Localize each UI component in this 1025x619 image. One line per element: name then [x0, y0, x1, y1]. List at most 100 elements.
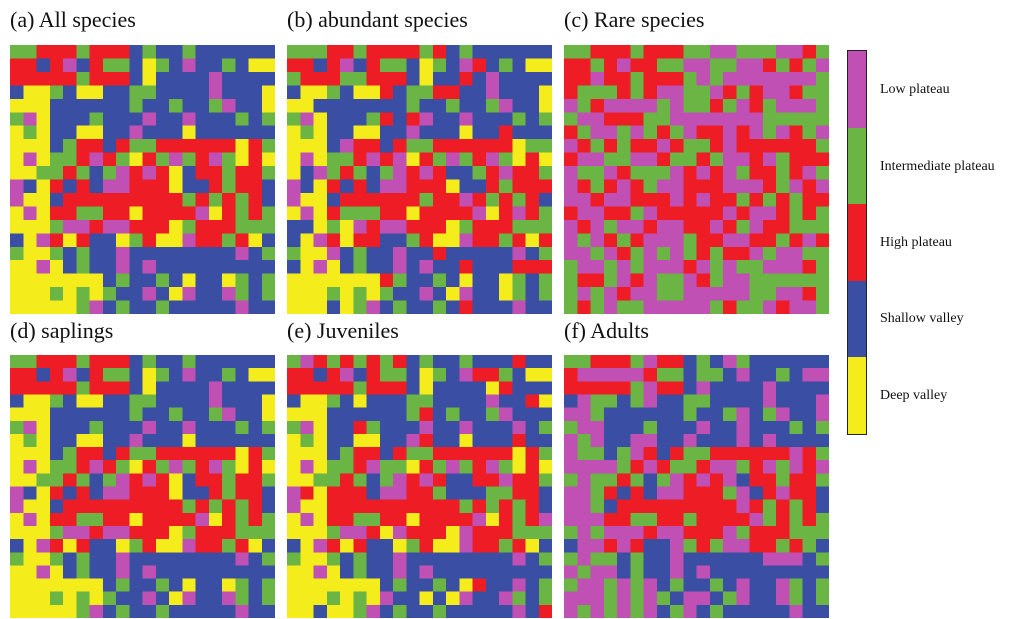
heatmap-cell — [222, 85, 236, 100]
heatmap-cell — [23, 112, 37, 127]
heatmap-cell — [499, 407, 513, 422]
heatmap-cell — [762, 58, 777, 73]
heatmap-cell — [36, 525, 51, 540]
heatmap-cell — [485, 460, 500, 474]
heatmap-cell — [459, 206, 473, 221]
heatmap-cell — [222, 166, 236, 180]
heatmap-cell — [736, 525, 750, 540]
heatmap-cell — [182, 552, 196, 566]
heatmap-cell — [10, 433, 24, 448]
heatmap-cell — [287, 407, 301, 422]
heatmap-cell — [393, 525, 407, 540]
heatmap-cell — [393, 58, 407, 73]
heatmap-cell — [248, 152, 263, 167]
heatmap-cell — [36, 219, 51, 234]
heatmap-cell — [538, 166, 552, 180]
heatmap-cell — [169, 85, 183, 100]
heatmap-cell — [63, 578, 77, 593]
heatmap-cell — [63, 125, 77, 140]
heatmap-cell — [155, 368, 170, 382]
heatmap-cell — [102, 179, 117, 194]
heatmap-cell — [222, 287, 236, 302]
heatmap-cell — [248, 85, 263, 100]
heatmap-cell — [89, 394, 104, 409]
heatmap-cell — [326, 219, 341, 234]
heatmap-cell — [379, 71, 394, 86]
heatmap-cell — [248, 512, 263, 527]
heatmap-cell — [696, 98, 711, 113]
heatmap-cell — [340, 246, 354, 261]
heatmap-cell — [379, 166, 394, 180]
heatmap-cell — [155, 420, 170, 435]
heatmap-cell — [235, 260, 249, 275]
heatmap-cell — [564, 552, 578, 566]
heatmap-cell — [379, 420, 394, 435]
heatmap-cell — [617, 300, 631, 314]
heatmap-cell — [670, 192, 684, 207]
heatmap-cell — [155, 486, 170, 501]
heatmap-cell — [499, 368, 513, 382]
heatmap-cell — [432, 179, 447, 194]
heatmap-cell — [538, 407, 552, 422]
heatmap-cell — [129, 98, 143, 113]
heatmap-cell — [169, 591, 183, 606]
heatmap-cell — [261, 112, 275, 127]
heatmap-cell — [287, 45, 301, 59]
heatmap-cell — [802, 98, 817, 113]
heatmap-cell — [102, 192, 117, 207]
heatmap-cell — [432, 287, 447, 302]
heatmap-cell — [393, 139, 407, 154]
heatmap-cell — [142, 273, 157, 288]
heatmap-cell — [340, 604, 354, 618]
heatmap-cell — [182, 98, 196, 113]
heatmap-cell — [182, 578, 196, 593]
heatmap-cell — [63, 539, 77, 553]
heatmap-cell — [749, 591, 764, 606]
heatmap-cell — [300, 71, 314, 86]
legend-label-low-plateau: Low plateau — [880, 82, 950, 97]
heatmap-cell — [300, 85, 314, 100]
heatmap-cell — [459, 45, 473, 59]
heatmap-cell — [116, 552, 130, 566]
heatmap-cell — [643, 447, 658, 461]
heatmap-cell — [749, 525, 764, 540]
heatmap-cell — [512, 473, 526, 487]
heatmap-cell — [656, 246, 671, 261]
heatmap-cell — [76, 486, 90, 501]
heatmap-cell — [749, 166, 764, 180]
heatmap-cell — [63, 273, 77, 288]
heatmap-cell — [49, 460, 64, 474]
heatmap-cell — [590, 407, 605, 422]
heatmap-cell — [446, 420, 460, 435]
heatmap-cell — [577, 287, 591, 302]
heatmap-cell — [102, 166, 117, 180]
heatmap-cell — [300, 98, 314, 113]
heatmap-cell — [446, 565, 460, 580]
heatmap-cell — [538, 112, 552, 127]
heatmap-cell — [459, 246, 473, 261]
heatmap-cell — [313, 394, 328, 409]
heatmap-cell — [222, 591, 236, 606]
heatmap-cell — [195, 381, 210, 395]
heatmap-cell — [590, 591, 605, 606]
heatmap-cell — [696, 112, 711, 127]
heatmap-cell — [102, 407, 117, 422]
heatmap-cell — [313, 112, 328, 127]
heatmap-cell — [155, 152, 170, 167]
heatmap-cell — [182, 192, 196, 207]
heatmap-cell — [287, 486, 301, 501]
heatmap-cell — [379, 394, 394, 409]
heatmap-cell — [683, 552, 697, 566]
heatmap-cell — [36, 166, 51, 180]
heatmap-cell — [287, 233, 301, 248]
heatmap-cell — [538, 233, 552, 248]
heatmap-cell — [419, 355, 434, 369]
heatmap-cell — [736, 206, 750, 221]
heatmap-cell — [313, 300, 328, 314]
heatmap-cell — [235, 394, 249, 409]
heatmap-cell — [776, 85, 790, 100]
heatmap-cell — [366, 565, 381, 580]
heatmap-cell — [222, 260, 236, 275]
heatmap-cell — [129, 58, 143, 73]
heatmap-cell — [472, 473, 487, 487]
